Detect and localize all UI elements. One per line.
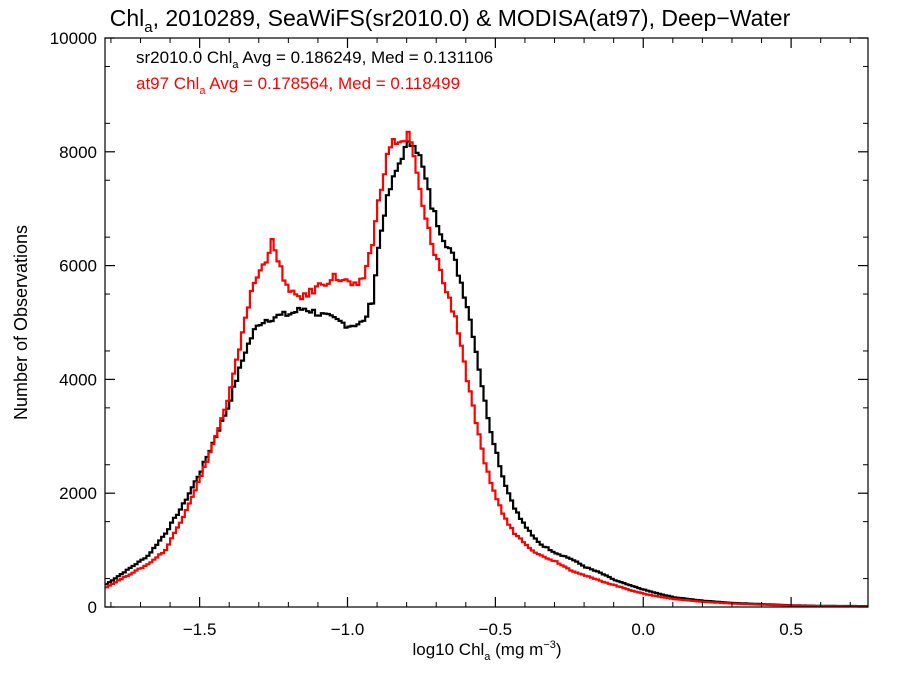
x-tick-label-4: 0.5	[779, 620, 803, 639]
series-line-0	[105, 140, 868, 608]
chart-annotations: sr2010.0 Chla Avg = 0.186249, Med = 0.13…	[136, 48, 493, 97]
x-tick-label-1: −1.0	[331, 620, 365, 639]
y-tick-label-0: 0	[88, 598, 97, 617]
y-axis-label: Number of Observations	[11, 225, 31, 420]
annotation-0: sr2010.0 Chla Avg = 0.186249, Med = 0.13…	[136, 48, 493, 71]
chart-title: Chla, 2010289, SeaWiFS(sr2010.0) & MODIS…	[110, 5, 791, 36]
plot-frame	[104, 37, 869, 608]
annotation-subscript: a	[232, 59, 239, 71]
x-axis-label: log10 Chla (mg m−3)	[412, 639, 561, 663]
x-axis: −1.5 −1.0 −0.5 0.0 0.5	[110, 38, 851, 639]
y-tick-label-3: 6000	[59, 257, 97, 276]
title-subscript: a	[144, 19, 153, 36]
title-rest: , 2010289, SeaWiFS(sr2010.0) & MODISA(at…	[153, 5, 791, 31]
annotation-1: at97 Chla Avg = 0.178564, Med = 0.118499	[136, 74, 460, 97]
y-tick-label-1: 2000	[59, 484, 97, 503]
y-tick-label-2: 4000	[59, 370, 97, 389]
x-tick-label-2: −0.5	[479, 620, 513, 639]
x-axis-label-text: log10 Chla (mg m−3)	[412, 639, 561, 663]
annotation-prefix: at97 Chl	[136, 74, 199, 93]
y-tick-label-4: 8000	[59, 143, 97, 162]
x-label-close: )	[556, 640, 562, 659]
x-tick-label-0: −1.5	[183, 620, 217, 639]
x-label-main: log10 Chl	[412, 640, 484, 659]
x-label-superscript: −3	[543, 639, 556, 651]
annotation-suffix: Avg = 0.186249, Med = 0.131106	[239, 48, 494, 67]
title-main: Chl	[110, 5, 145, 31]
x-tick-label-3: 0.0	[631, 620, 655, 639]
x-label-subscript: a	[484, 651, 491, 663]
y-tick-label-5: 10000	[50, 29, 97, 48]
series-line-1	[105, 130, 868, 608]
annotation-subscript: a	[199, 85, 206, 97]
annotation-suffix: Avg = 0.178564, Med = 0.118499	[205, 74, 460, 93]
annotation-prefix: sr2010.0 Chl	[136, 48, 232, 67]
series-layer	[105, 130, 868, 608]
x-label-unit: (mg m	[490, 640, 543, 659]
chart-title-text: Chla, 2010289, SeaWiFS(sr2010.0) & MODIS…	[110, 5, 791, 36]
y-axis: 0 2000 4000 6000 8000 10000	[50, 29, 868, 617]
